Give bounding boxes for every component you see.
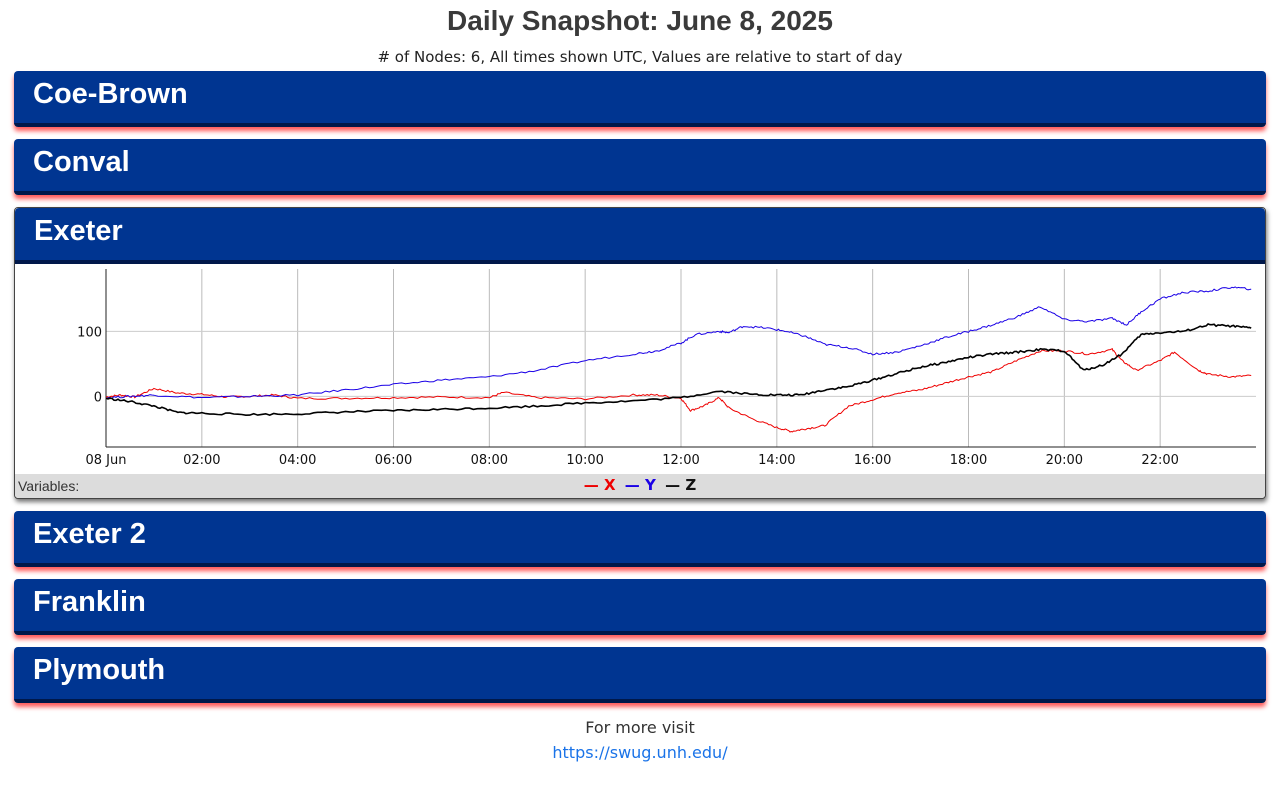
panel-title: Exeter 2 bbox=[33, 518, 146, 550]
x-tick-label: 08:00 bbox=[471, 453, 508, 468]
panel-coe-brown: Coe-Brown bbox=[14, 71, 1266, 127]
panel-conval: Conval bbox=[14, 139, 1266, 195]
node-panels: Coe-Brown Conval Exeter 08 Jun 02:00 04:00… bbox=[14, 71, 1266, 715]
legend: — X — Y — Z bbox=[15, 476, 1265, 494]
x-tick-label: 06:00 bbox=[375, 453, 412, 468]
legend-bar: Variables: — X — Y — Z bbox=[15, 474, 1265, 498]
x-tick-label: 08 Jun bbox=[86, 453, 127, 468]
legend-item-label: X bbox=[603, 476, 616, 494]
series-line-z bbox=[105, 322, 1252, 417]
panel-plymouth: Plymouth bbox=[14, 647, 1266, 703]
series-line-y bbox=[105, 286, 1252, 400]
panel-exeter-2: Exeter 2 bbox=[14, 511, 1266, 567]
series-line-x bbox=[105, 348, 1252, 433]
legend-item-z[interactable]: — Z bbox=[665, 476, 697, 494]
panel-franklin: Franklin bbox=[14, 579, 1266, 635]
x-tick-label: 12:00 bbox=[662, 453, 699, 468]
page-title: Daily Snapshot: June 8, 2025 bbox=[447, 5, 833, 36]
legend-label: Variables: bbox=[18, 478, 80, 494]
panel-header-franklin[interactable]: Franklin bbox=[14, 579, 1266, 635]
x-tick-label: 16:00 bbox=[854, 453, 891, 468]
legend-item-y[interactable]: — Y bbox=[624, 476, 656, 494]
panel-header-plymouth[interactable]: Plymouth bbox=[14, 647, 1266, 703]
x-tick-label: 18:00 bbox=[950, 453, 987, 468]
chart-area: 08 Jun 02:00 04:00 06:00 08:00 10:00 12:00 14:0… bbox=[15, 264, 1265, 474]
x-tick-label: 04:00 bbox=[279, 453, 316, 468]
y-tick-label: 0 bbox=[94, 390, 102, 405]
x-tick-label: 02:00 bbox=[183, 453, 220, 468]
panel-header-exeter-2[interactable]: Exeter 2 bbox=[14, 511, 1266, 567]
panel-header-exeter[interactable]: Exeter bbox=[15, 208, 1265, 264]
footer: For more visit https://swug.unh.edu/ bbox=[0, 718, 1280, 762]
legend-item-label: Z bbox=[685, 476, 697, 494]
page-subtitle: # of Nodes: 6, All times shown UTC, Valu… bbox=[377, 48, 903, 66]
panel-title: Plymouth bbox=[33, 654, 166, 686]
footer-link[interactable]: https://swug.unh.edu/ bbox=[552, 743, 728, 762]
y-tick-label: 100 bbox=[77, 325, 102, 340]
magnetometer-chart[interactable]: 08 Jun 02:00 04:00 06:00 08:00 10:00 12:00 14:0… bbox=[15, 264, 1265, 474]
legend-item-label: Y bbox=[645, 476, 656, 494]
panel-title: Conval bbox=[33, 146, 130, 178]
panel-exeter: Exeter 08 Jun 02:00 04:00 06:00 08:00 10:00 12… bbox=[14, 207, 1266, 499]
x-tick-label: 20:00 bbox=[1046, 453, 1083, 468]
panel-title: Franklin bbox=[33, 586, 146, 618]
x-tick-label: 14:00 bbox=[758, 453, 795, 468]
footer-text: For more visit bbox=[585, 718, 695, 737]
panel-title: Exeter bbox=[34, 215, 123, 247]
panel-title: Coe-Brown bbox=[33, 78, 188, 110]
x-tick-label: 22:00 bbox=[1141, 453, 1178, 468]
legend-item-x[interactable]: — X bbox=[583, 476, 616, 494]
x-tick-label: 10:00 bbox=[566, 453, 603, 468]
panel-header-conval[interactable]: Conval bbox=[14, 139, 1266, 195]
panel-header-coe-brown[interactable]: Coe-Brown bbox=[14, 71, 1266, 127]
